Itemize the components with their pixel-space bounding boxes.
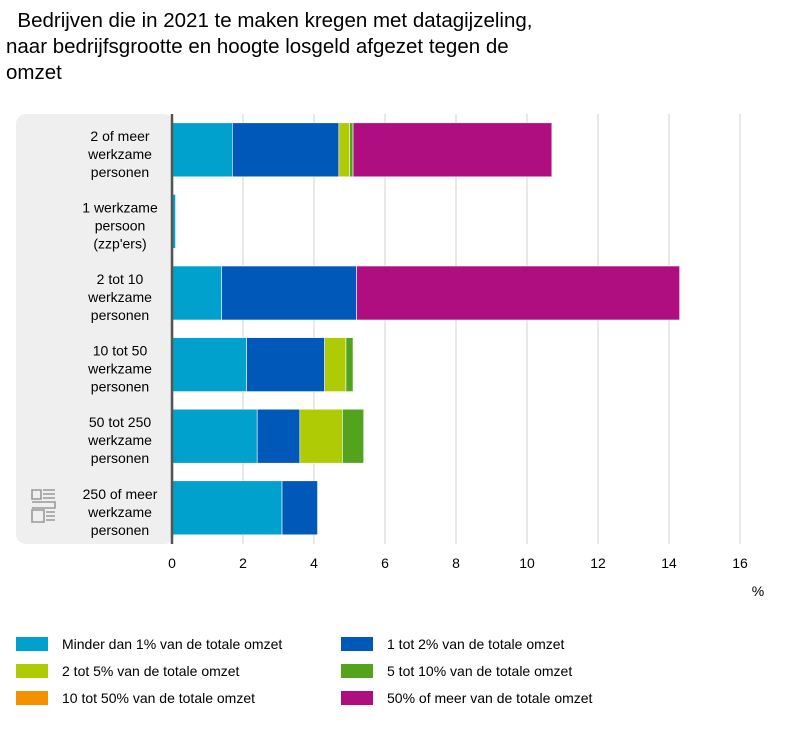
legend-item: 1 tot 2% van de totale omzet bbox=[341, 636, 564, 652]
bar-segment bbox=[338, 122, 350, 178]
bar-segment bbox=[356, 265, 680, 321]
category-label-line: werkzame bbox=[87, 361, 152, 377]
category-label: 250 of meer werkzame personen bbox=[83, 486, 158, 538]
bar-chart: 2 of meer werkzame personen 1 werkzame perso… bbox=[16, 114, 764, 599]
bar-segment bbox=[171, 265, 223, 321]
x-tick-label: 16 bbox=[732, 555, 748, 571]
x-tick-label: 4 bbox=[310, 555, 318, 571]
legend-item: 5 tot 10% van de totale omzet bbox=[341, 663, 572, 679]
category-label-line: personen bbox=[91, 379, 149, 395]
bar-segment bbox=[246, 337, 325, 392]
bar-segment bbox=[171, 408, 258, 464]
category-labels: 2 of meer werkzame personen 1 werkzame perso… bbox=[82, 128, 158, 538]
x-tick-label: 6 bbox=[381, 555, 389, 571]
category-label: 50 tot 250 werkzame personen bbox=[87, 414, 152, 466]
bar-segment bbox=[324, 337, 347, 392]
category-label-line: werkzame bbox=[87, 432, 152, 448]
legend-label: 5 tot 10% van de totale omzet bbox=[387, 663, 573, 679]
legend-swatch bbox=[16, 691, 48, 705]
bar-segment bbox=[281, 480, 318, 536]
legend-label: Minder dan 1% van de totale omzet bbox=[62, 636, 283, 652]
bar-segment bbox=[171, 337, 247, 392]
x-axis-label: % bbox=[752, 583, 764, 599]
legend-swatch bbox=[341, 637, 373, 651]
category-label-line: 10 tot 50 bbox=[93, 343, 148, 359]
legend-item: 10 tot 50% van de totale omzet bbox=[16, 690, 255, 706]
chart-title-line-2: naar bedrijfsgrootte en hoogte losgeld a… bbox=[6, 35, 509, 58]
bars bbox=[171, 122, 680, 536]
category-label-line: werkzame bbox=[87, 146, 152, 162]
bar-segment bbox=[352, 122, 553, 178]
bar-segment bbox=[256, 408, 301, 464]
legend-label: 2 tot 5% van de totale omzet bbox=[62, 663, 240, 679]
x-tick-label: 10 bbox=[519, 555, 535, 571]
category-label-line: 2 tot 10 bbox=[97, 271, 144, 287]
chart-title: Bedrijven die in 2021 te maken kregen me… bbox=[6, 8, 606, 86]
category-label-line: werkzame bbox=[87, 504, 152, 520]
bar-segment bbox=[171, 480, 283, 536]
legend-swatch bbox=[341, 691, 373, 705]
category-label-line: 50 tot 250 bbox=[89, 414, 151, 430]
bar-segment bbox=[342, 408, 364, 464]
x-tick-label: 2 bbox=[239, 555, 247, 571]
chart-title-line-3: omzet bbox=[6, 61, 62, 84]
category-label-line: 2 of meer bbox=[90, 128, 149, 144]
bar-segment bbox=[345, 337, 354, 392]
x-tick-label: 14 bbox=[661, 555, 677, 571]
legend-label: 1 tot 2% van de totale omzet bbox=[387, 636, 565, 652]
x-tick-label: 8 bbox=[452, 555, 460, 571]
category-label-line: personen bbox=[91, 307, 149, 323]
x-tick-labels: 0 2 4 6 8 10 12 14 16 bbox=[168, 555, 748, 571]
category-label-line: 250 of meer bbox=[83, 486, 158, 502]
cbs-logo-icon bbox=[31, 489, 56, 523]
category-label: 1 werkzame persoon (zzp'ers) bbox=[82, 199, 158, 251]
category-label-line: personen bbox=[91, 164, 149, 180]
legend-label: 50% of meer van de totale omzet bbox=[387, 690, 593, 706]
x-tick-label: 12 bbox=[590, 555, 606, 571]
category-label-line: 1 werkzame bbox=[82, 199, 158, 215]
legend-label: 10 tot 50% van de totale omzet bbox=[62, 690, 256, 706]
bar-segment bbox=[232, 122, 340, 178]
x-tick-label: 0 bbox=[168, 555, 176, 571]
legend-item: 50% of meer van de totale omzet bbox=[341, 690, 592, 706]
category-panel bbox=[16, 114, 174, 544]
grid-lines bbox=[242, 114, 741, 544]
bar-segment bbox=[299, 408, 343, 464]
category-label-line: personen bbox=[91, 450, 149, 466]
category-label-line: werkzame bbox=[87, 289, 152, 305]
category-label-line: persoon bbox=[95, 217, 146, 233]
legend-swatch bbox=[16, 664, 48, 678]
legend-item: Minder dan 1% van de totale omzet bbox=[16, 636, 282, 652]
bar-segment bbox=[171, 122, 233, 178]
category-label: 2 of meer werkzame personen bbox=[87, 128, 152, 180]
bar-segment bbox=[349, 122, 354, 178]
bar-segment bbox=[221, 265, 357, 321]
category-label: 10 tot 50 werkzame personen bbox=[87, 343, 152, 395]
category-label-line: personen bbox=[91, 522, 149, 538]
chart-title-line-1: Bedrijven die in 2021 te maken kregen me… bbox=[6, 9, 533, 32]
legend-item: 2 tot 5% van de totale omzet bbox=[16, 663, 239, 679]
legend-swatch bbox=[341, 664, 373, 678]
category-label-line: (zzp'ers) bbox=[93, 235, 146, 251]
legend-swatch bbox=[16, 637, 48, 651]
category-label: 2 tot 10 werkzame personen bbox=[87, 271, 152, 323]
